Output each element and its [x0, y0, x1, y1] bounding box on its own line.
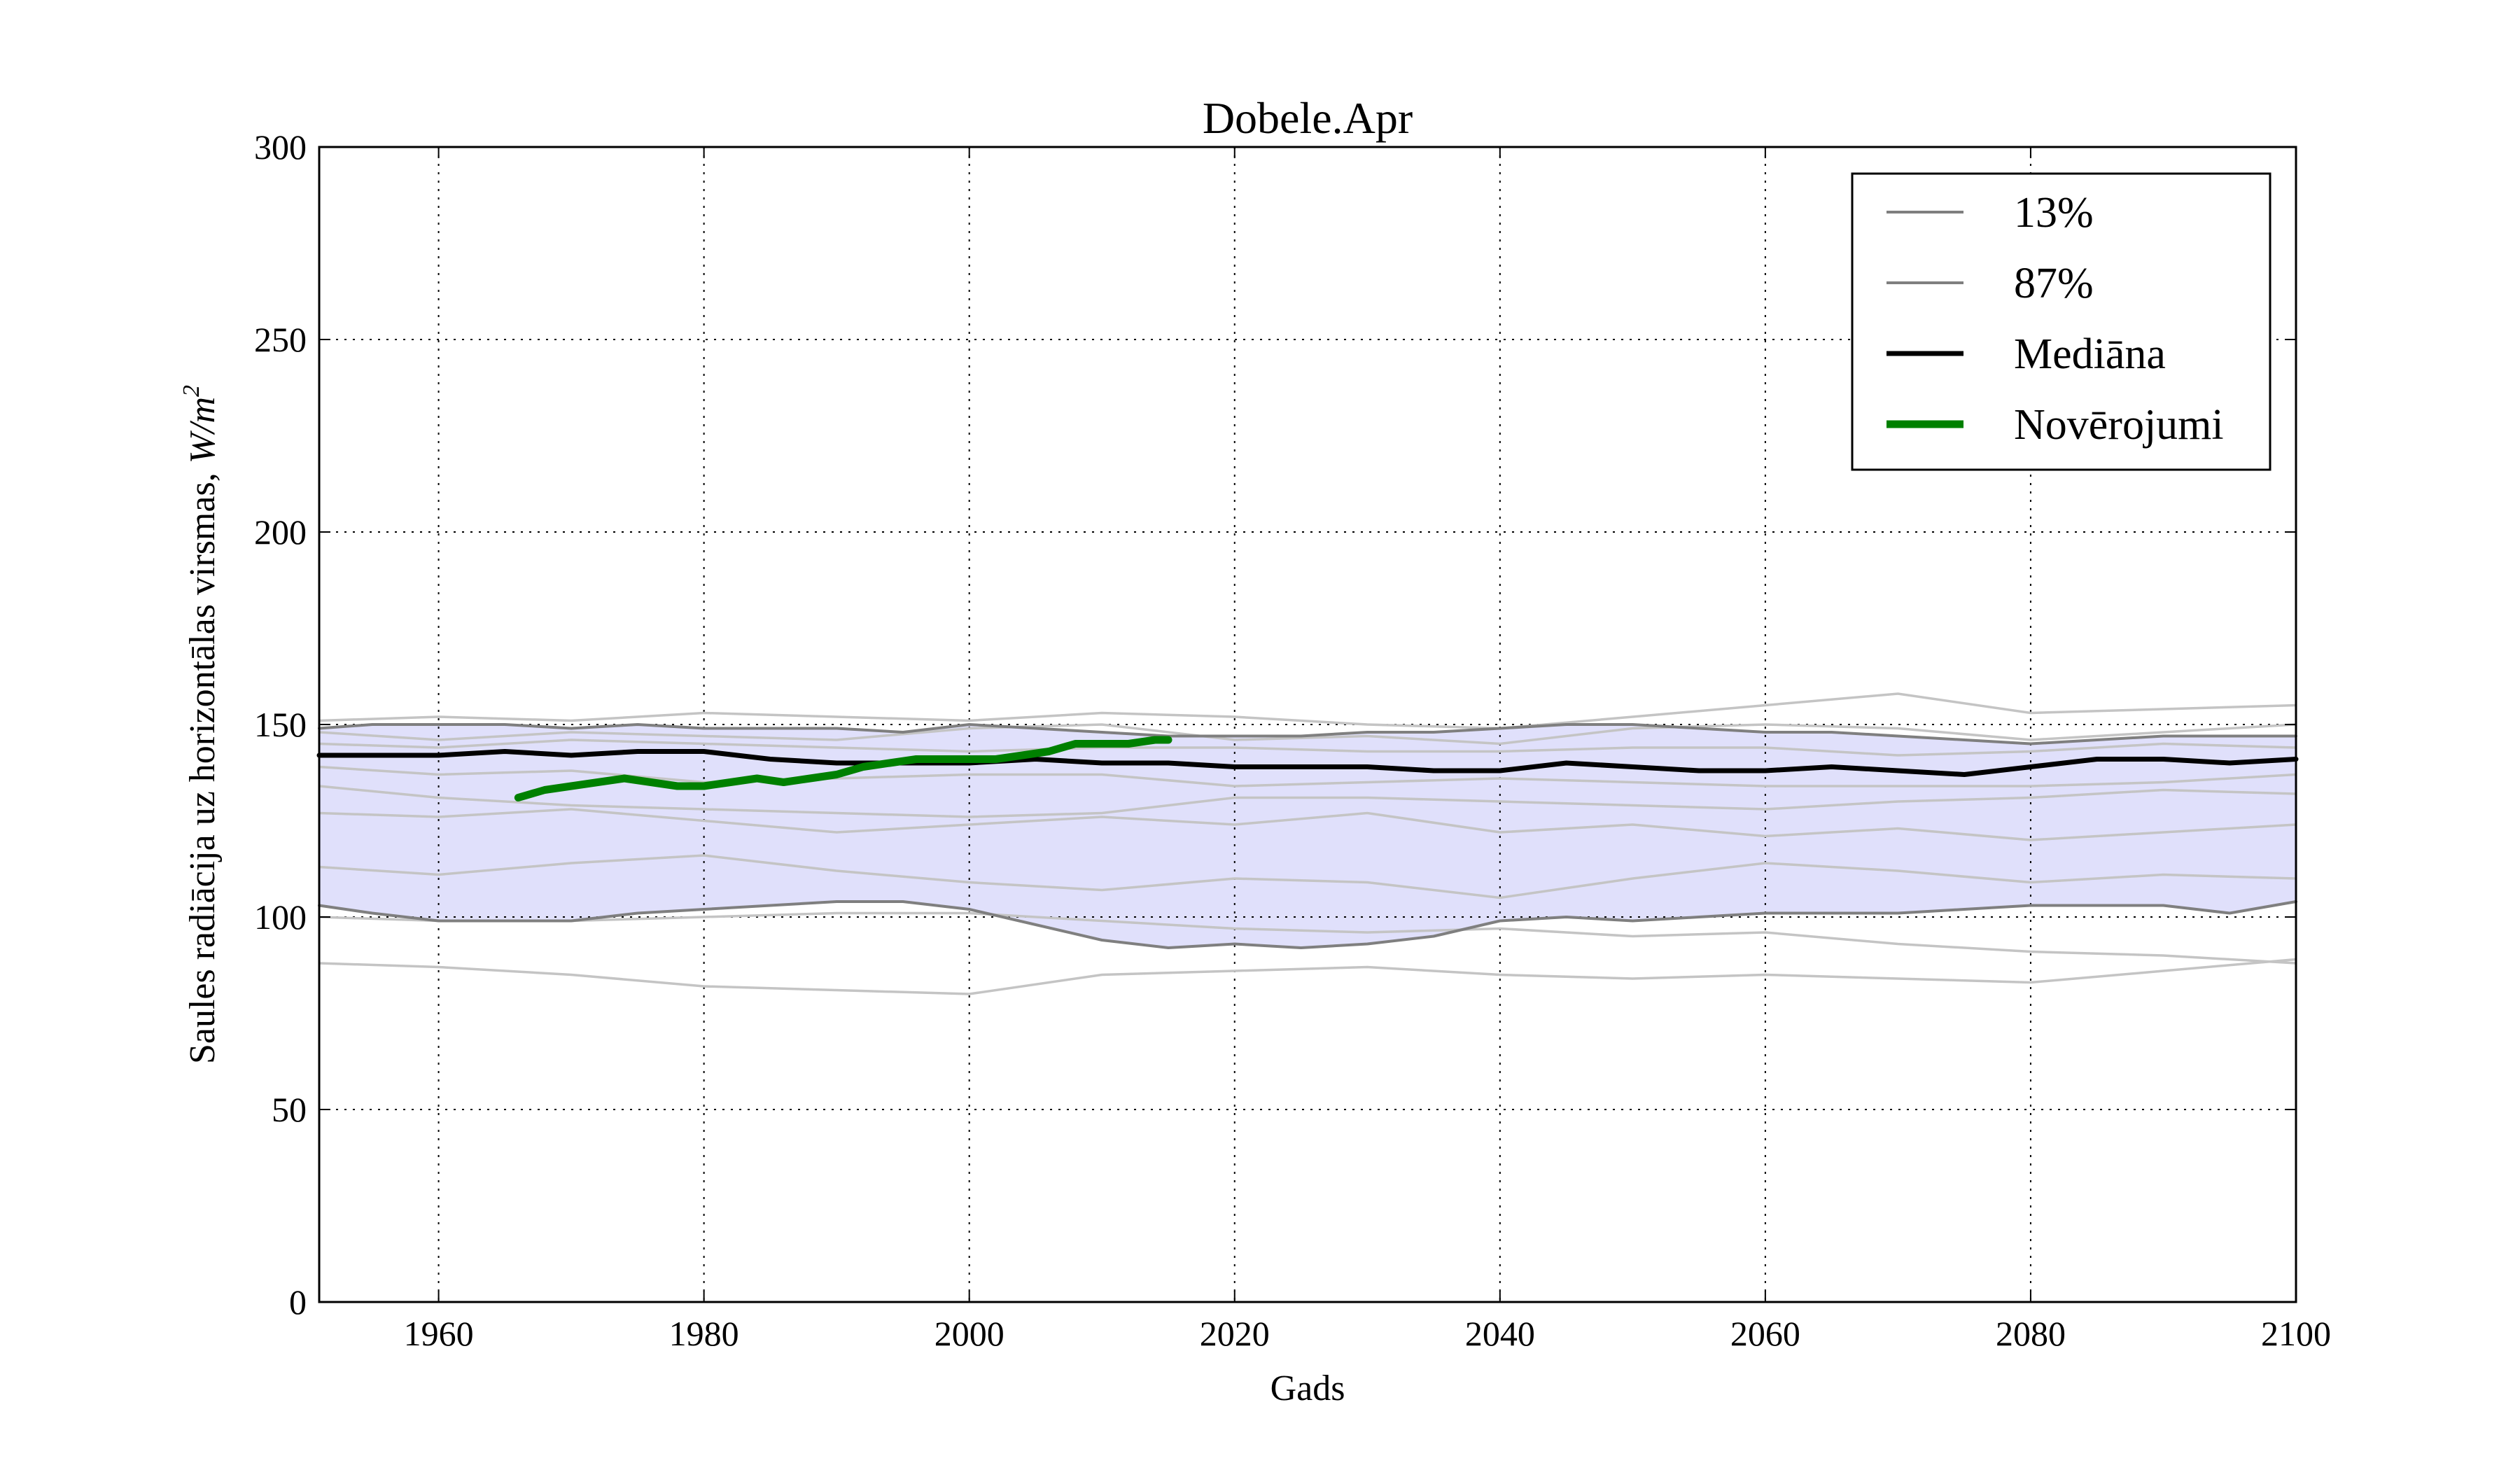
y-tick-label: 150 [254, 705, 307, 744]
ensemble-line-1 [318, 958, 2297, 995]
y-axis-label: Saules radiācija uz horizontālas virsmas… [178, 385, 223, 1064]
x-tick-label: 2000 [934, 1314, 1004, 1353]
legend-label-observations: Novērojumi [2014, 401, 2224, 449]
x-tick-label: 2040 [1465, 1314, 1535, 1353]
series-line-13pct [318, 900, 2297, 949]
legend-label-13: 13% [2014, 189, 2094, 237]
x-tick-label: 1980 [669, 1314, 739, 1353]
y-tick-label: 100 [254, 897, 307, 937]
series-line-medi-na [316, 749, 2299, 777]
legend: 13% 87% Mediāna Novērojumi [1851, 172, 2272, 471]
y-tick-label: 50 [272, 1090, 307, 1129]
x-axis-label: Gads [1270, 1368, 1345, 1408]
chart-title: Dobele.Apr [1203, 93, 1413, 143]
x-tick-label: 2020 [1200, 1314, 1270, 1353]
y-tick-label: 0 [289, 1282, 307, 1322]
y-tick-label: 300 [254, 127, 307, 167]
series-line-nov-rojumi [514, 736, 1172, 802]
x-tick-label: 2080 [1996, 1314, 2066, 1353]
ensemble-line-7 [318, 738, 2297, 757]
x-tick-label: 2060 [1730, 1314, 1800, 1353]
y-axis-label-unit: W/m [183, 397, 223, 463]
y-axis-label-exponent: 2 [178, 385, 204, 397]
y-axis-label-text: Saules radiācija uz horizontālas virsmas… [183, 463, 223, 1064]
y-tick-label: 250 [254, 320, 307, 359]
legend-label-median: Mediāna [2014, 330, 2166, 378]
ticks-layer: 1960 1980 2000 2020 2040 2060 2080 2100 0 50 100 15… [254, 127, 2331, 1353]
ensemble-line-2 [318, 911, 2297, 965]
ensemble-line-8 [318, 692, 2297, 730]
y-tick-label: 200 [254, 512, 307, 552]
series-lines-layer [316, 723, 2299, 949]
ensemble-line-3 [318, 854, 2297, 899]
x-tick-label: 1960 [404, 1314, 474, 1353]
legend-label-87: 87% [2014, 260, 2094, 307]
x-tick-label: 2100 [2261, 1314, 2331, 1353]
ensemble-line-4 [318, 808, 2297, 841]
ensemble-line-5 [318, 785, 2297, 818]
series-line-87pct [318, 723, 2297, 746]
ensemble-line-9 [318, 723, 2297, 746]
